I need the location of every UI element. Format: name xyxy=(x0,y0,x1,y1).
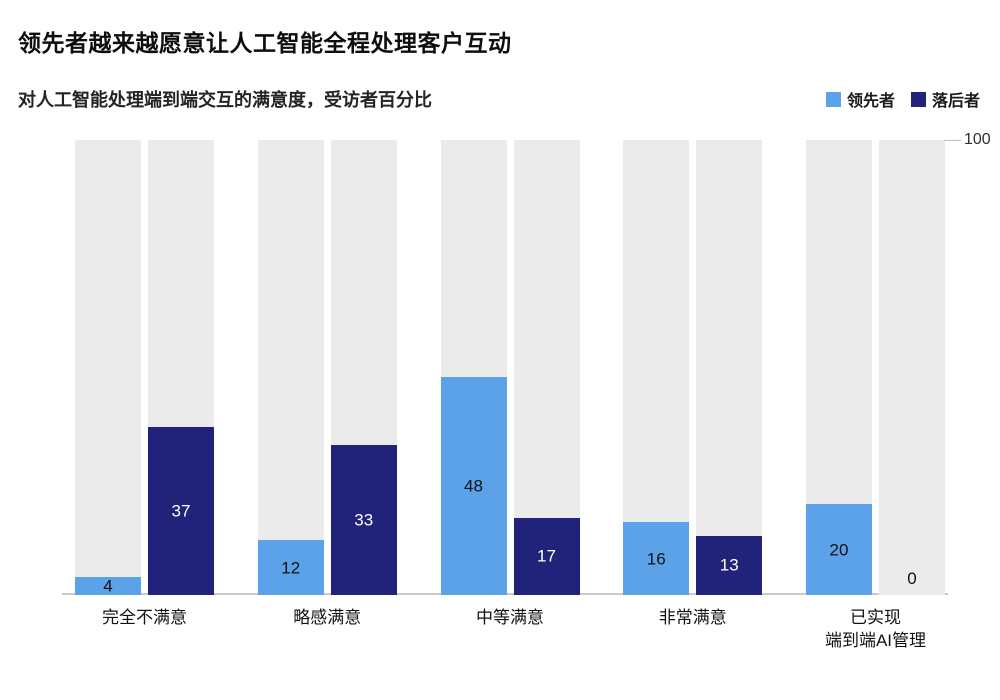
legend-label: 领先者 xyxy=(846,93,895,110)
bar: 17 xyxy=(513,517,580,595)
bar-track: 20 xyxy=(806,140,872,595)
chart-plot: 4 37 12 33 48 17 16 13 20 0 xyxy=(62,140,948,595)
bar-group: 12 33 xyxy=(257,140,397,595)
bar: 48 xyxy=(440,376,507,595)
bar: 4 xyxy=(75,576,141,596)
bar-group: 16 13 xyxy=(623,140,763,595)
legend-label: 落后者 xyxy=(931,93,980,110)
bar-value-label: 13 xyxy=(719,555,739,575)
x-axis-label: 完全不满意 xyxy=(102,608,187,627)
bar-value-label: 48 xyxy=(464,476,483,496)
bar: 20 xyxy=(806,504,872,595)
bar-track: 12 xyxy=(257,140,324,595)
bar-track: 48 xyxy=(440,140,507,595)
bar: 13 xyxy=(696,535,763,595)
bar-value-label: 20 xyxy=(829,540,849,559)
bar-track: 17 xyxy=(513,140,580,595)
bar-value-label: 0 xyxy=(907,569,917,588)
bar: 16 xyxy=(623,522,690,595)
x-axis-label: 非常满意 xyxy=(658,608,727,627)
bar-value-label: 17 xyxy=(537,546,556,566)
x-axis-label: 中等满意 xyxy=(476,608,544,627)
bar-track: 0 xyxy=(879,140,945,595)
bar-track: 33 xyxy=(330,140,397,595)
chart-title: 领先者越来越愿意让人工智能全程处理客户互动 xyxy=(18,30,512,56)
legend-item: 领先者 xyxy=(825,87,895,111)
bar-group: 20 0 xyxy=(806,140,945,595)
bar: 12 xyxy=(257,540,324,595)
bar-group: 4 37 xyxy=(75,140,214,595)
legend-swatch-icon xyxy=(825,91,841,107)
x-axis-label: 已实现 端到端AI管理 xyxy=(824,608,927,650)
bar-value-label: 16 xyxy=(646,549,666,569)
bar-track: 37 xyxy=(148,140,214,595)
bar-track: 4 xyxy=(75,140,141,595)
bar-group: 48 17 xyxy=(440,140,580,595)
bar-value-label: 33 xyxy=(354,510,374,530)
bar: 37 xyxy=(148,426,214,595)
x-axis-labels: 完全不满意 略感满意 中等满意 非常满意 已实现 端到端AI管理 xyxy=(62,607,948,653)
legend-swatch-icon xyxy=(910,91,926,107)
bar: 33 xyxy=(330,444,397,595)
legend: 领先者 落后者 xyxy=(825,87,980,111)
bar-value-label: 37 xyxy=(171,501,191,521)
axis-max-label: 100 xyxy=(964,131,991,148)
legend-item: 落后者 xyxy=(910,87,980,111)
bar-track: 16 xyxy=(623,140,690,595)
axis-max-tick xyxy=(944,140,961,141)
x-axis-label: 略感满意 xyxy=(293,608,362,627)
chart-subtitle: 对人工智能处理端到端交互的满意度，受访者百分比 xyxy=(18,90,432,110)
bar-track: 13 xyxy=(696,140,763,595)
bar-value-label: 12 xyxy=(281,558,301,578)
bar-value-label: 4 xyxy=(103,576,113,596)
